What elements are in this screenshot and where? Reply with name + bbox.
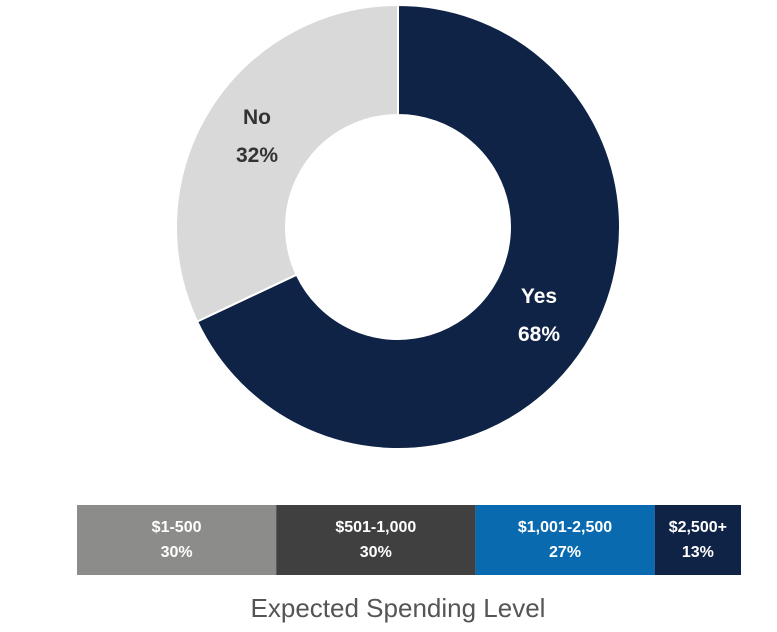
slice-label: No [243, 106, 271, 129]
segment-value-label: 30% [161, 544, 193, 561]
segment-label: $1,001-2,500 [518, 519, 612, 536]
bar-segment [654, 505, 741, 575]
bar-segment [475, 505, 655, 575]
segment-label: $1-500 [152, 519, 202, 536]
donut-slice [195, 3, 621, 450]
chart-title: Expected Spending Level [251, 593, 546, 623]
slice-value-label: 68% [518, 323, 560, 346]
donut-slice [175, 3, 399, 323]
segment-value-label: 13% [682, 544, 714, 561]
segment-label: $501-1,000 [335, 519, 416, 536]
slice-label: Yes [521, 285, 557, 308]
segment-value-label: 30% [360, 544, 392, 561]
bar-segment [276, 505, 476, 575]
segment-label: $2,500+ [669, 519, 727, 536]
bar-segment [77, 505, 277, 575]
segment-value-label: 27% [549, 544, 581, 561]
slice-value-label: 32% [236, 144, 278, 167]
